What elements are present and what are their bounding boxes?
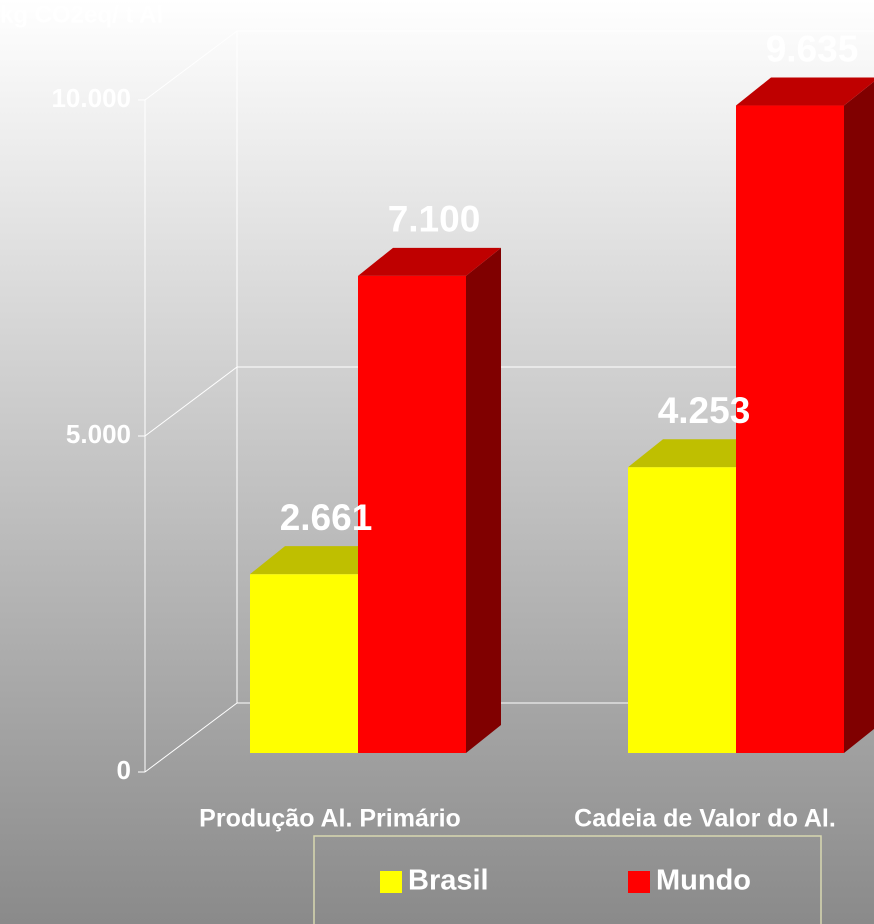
y-tick-label: 5.000 [66, 419, 131, 449]
bar [250, 574, 358, 753]
value-label: 2.661 [280, 497, 373, 538]
value-label: 4.253 [658, 390, 751, 431]
bar [358, 275, 466, 753]
legend-label: Mundo [656, 865, 751, 897]
bar-top [736, 77, 874, 106]
y-tick-label: 10.000 [51, 83, 131, 113]
bar [736, 105, 844, 753]
grid-line [144, 702, 238, 773]
axis-title: kg CO2eq/ t Al [0, 1, 163, 28]
bar-top [250, 546, 393, 575]
grid-line [144, 366, 238, 437]
bar-top [358, 247, 501, 276]
x-tick-label: Cadeia de Valor do Al. [574, 805, 836, 833]
bar-side [466, 247, 501, 753]
legend-label: Brasil [408, 865, 489, 897]
grid-line [144, 30, 238, 101]
value-label: 9.635 [766, 28, 859, 69]
legend-swatch [628, 871, 650, 893]
bar-side [844, 81, 874, 753]
value-label: 7.100 [388, 199, 481, 240]
bar-top [628, 439, 771, 468]
x-tick-label: Produção Al. Primário [199, 805, 461, 833]
legend-box [313, 835, 822, 924]
legend-swatch [380, 871, 402, 893]
y-tick-label: 0 [117, 755, 131, 785]
bar [628, 467, 736, 753]
